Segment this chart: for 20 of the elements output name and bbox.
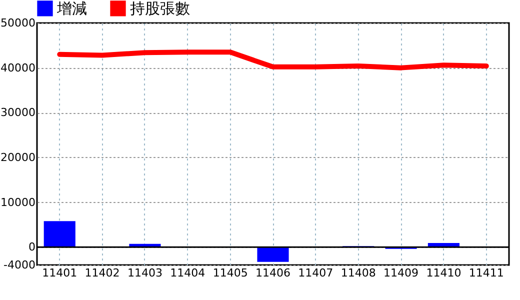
x-tick-label: 11407 [298, 266, 334, 280]
legend-label: 持股張數 [130, 0, 190, 18]
x-tick-label: 11401 [42, 266, 78, 280]
legend-label: 增減 [56, 0, 87, 18]
y-tick-label: 50000 [0, 16, 36, 30]
y-tick-label: -4000 [4, 258, 36, 272]
x-tick-label: 11409 [384, 266, 419, 280]
x-tick-label: 11403 [127, 266, 162, 280]
x-tick-label: 11410 [426, 266, 462, 280]
x-tick-label: 11411 [468, 266, 504, 280]
x-tick-label: 11408 [340, 266, 376, 280]
x-tick-label: 11405 [212, 266, 248, 280]
y-tick-label: 20000 [0, 150, 36, 164]
x-tick-label: 11406 [256, 266, 290, 280]
y-tick-label: 0 [28, 240, 36, 254]
y-tick-label: 40000 [0, 61, 36, 74]
y-tick-label: 10000 [0, 196, 36, 209]
x-tick-label: 11404 [170, 266, 206, 280]
y-tick-label: 30000 [0, 106, 36, 120]
x-tick-label: 11402 [84, 266, 120, 280]
